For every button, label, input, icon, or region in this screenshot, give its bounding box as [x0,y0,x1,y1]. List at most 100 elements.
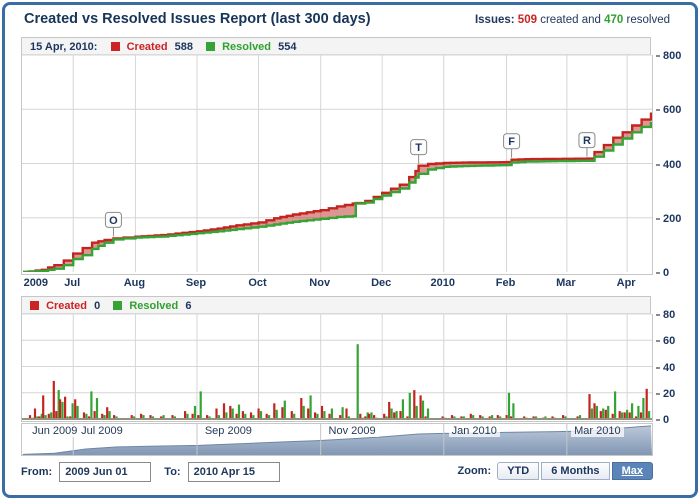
created-bar [314,412,317,419]
resolved-bar [217,415,220,419]
x-axis-tick-label: Feb [495,277,516,289]
created-bar [576,416,579,419]
created-bar [222,403,226,420]
created-bar [273,403,276,420]
controls-bar: From: To: Zoom: YTD 6 Months Max [21,462,653,486]
legend-resolved-label: Resolved [222,41,272,53]
resolved-bar [57,390,60,419]
resolved-bar [631,403,634,420]
main-chart-legend: 15 Apr, 2010: Created 588 Resolved 554 [21,37,651,55]
issues-summary-prefix: Issues: [474,14,515,26]
main-chart-x-axis: 2009 Jul Aug Sep Oct Nov Dec 2010 Feb Mar Apr [21,277,653,291]
created-bar [130,415,133,419]
resolved-bar [283,400,286,419]
version-marker-O[interactable]: O [104,211,122,237]
resolved-bar [642,398,645,419]
y-axis-tick-label: 60 [656,335,675,347]
bar-chart-plot[interactable] [21,314,653,422]
resolved-bar [544,416,547,419]
resolved-bar [491,415,494,419]
created-bar [611,413,614,420]
created-bar [383,413,386,420]
zoom-ytd-button[interactable]: YTD [497,462,540,480]
created-bar [368,413,371,420]
y-axis-tick-label: 80 [656,309,675,321]
created-bar [74,399,77,419]
resolved-bar [302,405,305,419]
created-bar [160,416,163,419]
created-bar [257,408,260,419]
created-bar [639,412,643,419]
created-bar [197,415,200,419]
created-bar [488,416,491,419]
resolved-bar [193,405,197,419]
resolved-bar [614,391,617,419]
created-bar [628,412,631,419]
y-axis-tick-label: 200 [656,213,681,225]
resolved-bar [244,413,247,420]
version-marker-R[interactable]: R [578,132,596,157]
from-date-input[interactable] [59,462,152,482]
legend-date-label: 15 Apr, 2010: [30,41,98,53]
created-bar [634,416,638,419]
resolved-bar [602,408,605,419]
created-bar [551,416,554,419]
to-date-input[interactable] [187,462,280,482]
resolved-bar [385,416,388,419]
resolved-bar [401,399,404,419]
created-bar [593,403,596,420]
created-bar [588,394,591,419]
version-marker-F[interactable]: F [503,133,521,158]
from-label: From: [21,466,53,478]
resolved-bar [453,416,456,419]
resolved-bar [512,403,515,420]
main-chart-plot[interactable]: O T F R [21,55,653,275]
legend-created-label: Created [46,300,88,312]
resolved-bar [199,391,202,419]
marker-flag [410,139,428,156]
zoom-control: Zoom: YTD 6 Months Max [458,462,653,480]
x-axis-tick-label: Dec [371,277,392,289]
chart-canvas: O T F R [22,55,652,272]
navigator-label: Mar 2010 [571,425,624,437]
x-axis-tick-label: Mar [556,277,576,289]
created-series-line [23,112,652,272]
marker-letter: F [508,136,515,148]
issues-created-text: created and [540,14,601,26]
zoom-max-button[interactable]: Max [611,462,653,480]
created-bar [562,415,565,419]
timeline-navigator[interactable]: Jun 2009 Jul 2009 Sep 2009 Nov 2009 Jan 2010… [21,423,653,456]
created-bar [52,380,55,419]
x-axis-tick-label: Jul [64,277,81,289]
created-bar [450,415,454,419]
zoom-6months-button[interactable]: 6 Months [541,462,610,480]
resolved-bar [268,415,271,419]
version-marker-T[interactable]: T [410,139,428,164]
created-bar [320,405,324,419]
resolved-bar [133,416,136,419]
resolved-bar [50,412,53,419]
resolved-bar [408,392,411,420]
resolved-bar [36,416,39,419]
created-bar [509,416,513,419]
created-bar [33,408,37,419]
created-bar [265,413,268,420]
created-bar [206,415,209,419]
resolved-bar [415,405,418,419]
created-bar [101,413,104,420]
resolved-bar [347,416,350,419]
created-bar [413,390,416,419]
resolved-bar [648,411,651,419]
resolved-bar [231,408,234,419]
created-bar [28,415,32,419]
resolved-bar [66,416,69,419]
resolved-bar [151,416,154,419]
issues-resolved-text: resolved [626,14,670,26]
created-bar [59,399,62,419]
bar-chart-legend: Created 0 Resolved 6 [21,296,651,314]
resolved-bar [252,415,255,419]
x-axis-tick-label: 2010 [430,277,455,289]
created-bar [307,408,310,419]
created-bar [604,409,607,419]
marker-flag [578,132,596,149]
